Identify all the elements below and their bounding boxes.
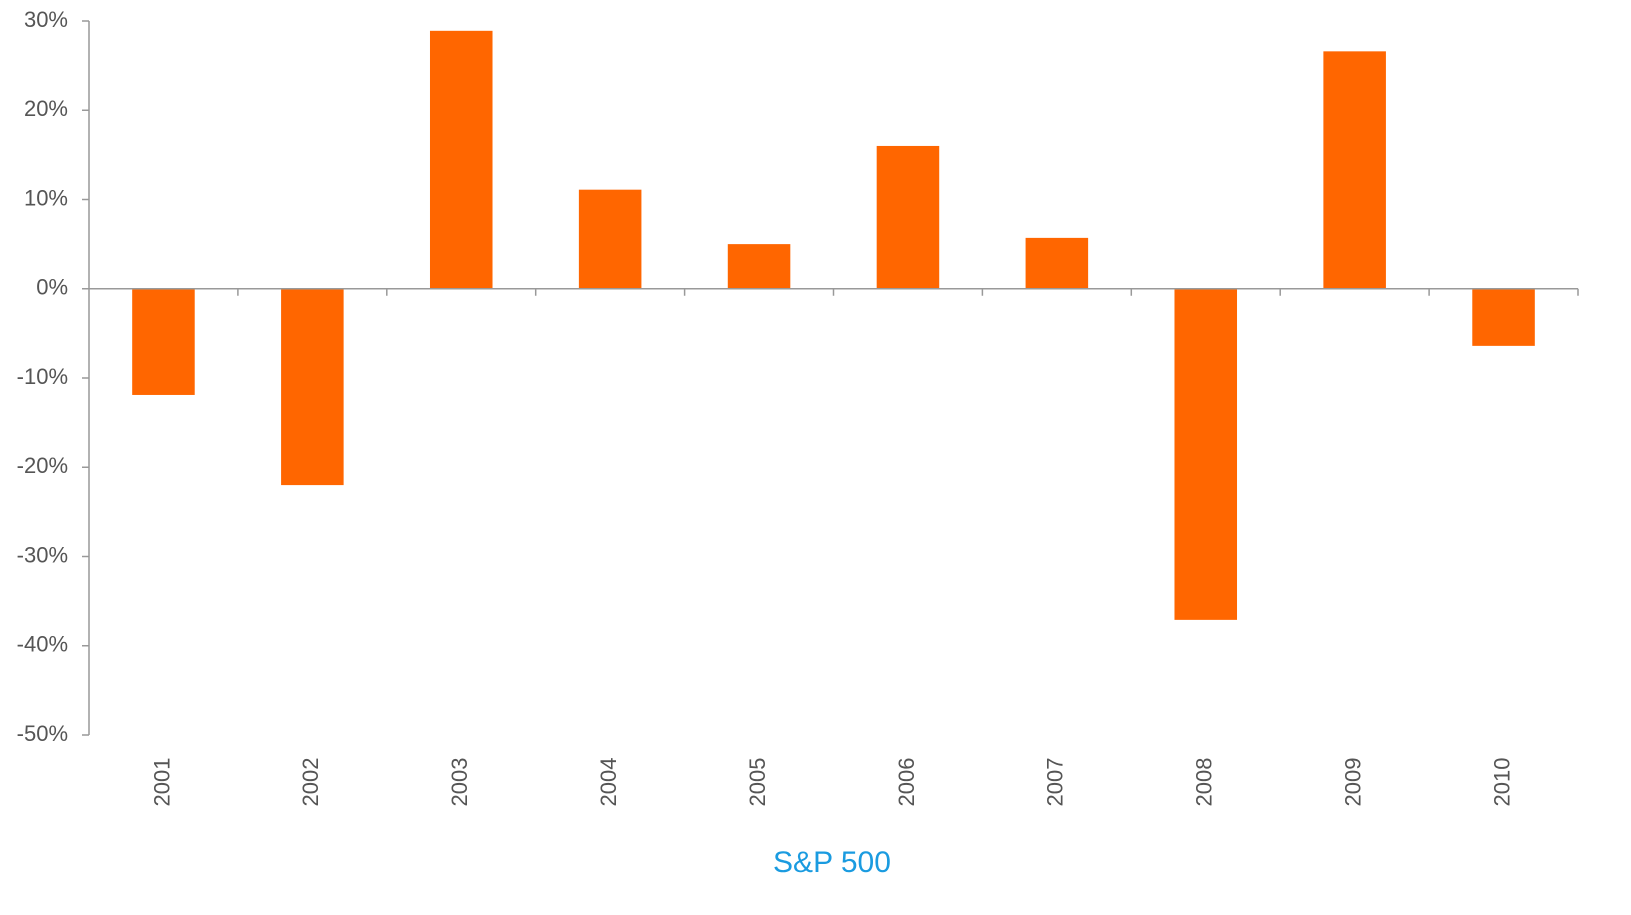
x-tick-label: 2001 — [149, 758, 174, 807]
bar — [132, 288, 195, 395]
x-tick-label: 2008 — [1192, 758, 1217, 807]
y-tick-label: -30% — [17, 542, 68, 567]
x-tick-label: 2003 — [447, 758, 472, 807]
bar — [1472, 288, 1535, 346]
y-tick-label: 0% — [36, 275, 68, 300]
x-axis-label: S&P 500 — [773, 846, 891, 879]
y-tick-label: -50% — [17, 721, 68, 746]
y-tick-label: 30% — [24, 7, 68, 32]
x-tick-label: 2002 — [298, 758, 323, 807]
y-tick-label: -10% — [17, 364, 68, 389]
bar — [429, 30, 493, 289]
bar — [281, 288, 344, 486]
x-tick-label: 2007 — [1043, 758, 1068, 807]
y-tick-label: -40% — [17, 632, 68, 657]
bar — [578, 189, 642, 289]
y-tick-label: 20% — [24, 96, 68, 121]
bar — [1025, 237, 1089, 289]
bar — [727, 244, 791, 289]
y-tick-label: -20% — [17, 453, 68, 478]
x-tick-label: 2005 — [745, 758, 770, 807]
bar — [1323, 51, 1386, 289]
x-tick-label: 2006 — [894, 758, 919, 807]
bar — [876, 145, 940, 289]
y-tick-label: 10% — [24, 185, 68, 210]
x-tick-label: 2010 — [1489, 758, 1514, 807]
x-tick-label: 2009 — [1340, 758, 1365, 807]
x-tick-label: 2004 — [596, 758, 621, 807]
bar — [1174, 288, 1238, 620]
